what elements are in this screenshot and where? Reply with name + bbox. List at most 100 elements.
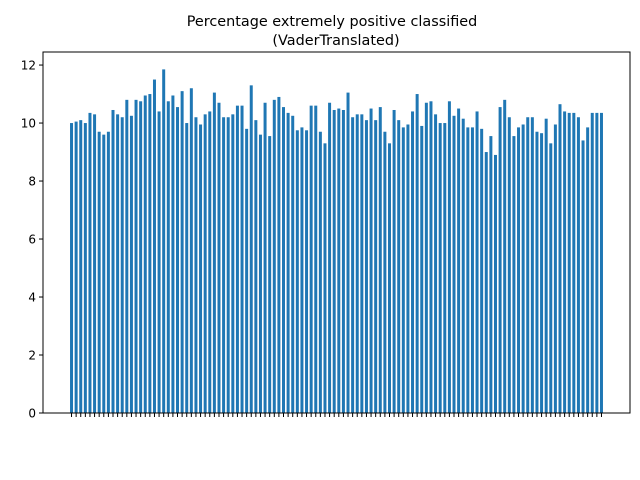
bar bbox=[401, 127, 405, 413]
bar bbox=[572, 112, 576, 413]
bar bbox=[222, 117, 226, 413]
bar bbox=[102, 134, 106, 413]
bar bbox=[507, 117, 511, 413]
bar bbox=[162, 69, 166, 414]
bar bbox=[586, 127, 590, 413]
chart-subtitle: (VaderTranslated) bbox=[272, 33, 399, 49]
bar bbox=[447, 101, 451, 413]
bar bbox=[558, 104, 562, 413]
bar bbox=[360, 114, 364, 413]
bar bbox=[148, 94, 152, 413]
bar bbox=[245, 128, 249, 413]
bar bbox=[346, 92, 350, 414]
bar bbox=[254, 120, 258, 413]
bar bbox=[374, 120, 378, 413]
bar bbox=[240, 105, 244, 413]
bar bbox=[415, 94, 419, 413]
bar bbox=[282, 107, 286, 413]
bar bbox=[309, 105, 313, 413]
bar bbox=[337, 108, 341, 413]
bar bbox=[378, 107, 382, 413]
bar bbox=[176, 107, 180, 413]
bar bbox=[498, 107, 502, 413]
bar bbox=[549, 143, 553, 414]
plot-frame bbox=[42, 51, 631, 414]
bar bbox=[199, 124, 203, 413]
bar bbox=[171, 95, 175, 414]
y-tick-label: 8 bbox=[28, 175, 36, 189]
bar bbox=[457, 108, 461, 413]
bar bbox=[387, 143, 391, 414]
bar bbox=[300, 127, 304, 413]
y-tick-label: 6 bbox=[28, 233, 36, 247]
bar bbox=[208, 111, 212, 413]
bar bbox=[480, 128, 484, 413]
bar bbox=[277, 96, 281, 413]
bar bbox=[424, 102, 428, 413]
bar bbox=[263, 102, 267, 413]
bar bbox=[295, 130, 299, 413]
bar bbox=[429, 101, 433, 413]
bar bbox=[567, 112, 571, 413]
bar bbox=[411, 111, 415, 413]
bar bbox=[143, 95, 147, 414]
bar bbox=[599, 112, 603, 413]
bar bbox=[258, 134, 262, 413]
bar bbox=[581, 140, 585, 413]
bar bbox=[512, 136, 516, 413]
y-tick-label: 4 bbox=[28, 291, 36, 305]
bar bbox=[489, 136, 493, 413]
bar bbox=[125, 99, 129, 413]
bar bbox=[286, 112, 290, 413]
bar bbox=[83, 123, 87, 413]
bar bbox=[231, 114, 235, 413]
bar bbox=[166, 101, 170, 413]
bar bbox=[544, 118, 548, 413]
bar bbox=[461, 118, 465, 413]
bar bbox=[212, 92, 216, 414]
bar bbox=[180, 91, 184, 413]
bar bbox=[484, 152, 488, 414]
bar bbox=[217, 102, 221, 413]
bar bbox=[595, 112, 599, 413]
bar bbox=[475, 111, 479, 413]
bar bbox=[249, 85, 253, 413]
bar bbox=[355, 114, 359, 413]
bar bbox=[420, 125, 424, 413]
bar bbox=[503, 99, 507, 413]
bar bbox=[120, 117, 124, 413]
bar bbox=[272, 99, 276, 413]
bar bbox=[576, 117, 580, 413]
bar bbox=[305, 130, 309, 413]
bar bbox=[291, 115, 295, 413]
bar bbox=[383, 131, 387, 413]
y-tick-label: 10 bbox=[21, 117, 36, 131]
bar bbox=[134, 99, 138, 413]
bar bbox=[70, 123, 74, 413]
bar bbox=[314, 105, 318, 413]
bar bbox=[116, 114, 120, 413]
bar bbox=[406, 124, 410, 413]
bar bbox=[563, 111, 567, 413]
y-tick-label: 12 bbox=[21, 59, 36, 73]
bar bbox=[535, 131, 539, 413]
bar bbox=[268, 136, 272, 413]
bar bbox=[74, 121, 78, 413]
bar bbox=[93, 114, 97, 413]
chart-title: Percentage extremely positive classified bbox=[187, 14, 478, 30]
bar bbox=[111, 109, 115, 413]
bar bbox=[553, 124, 557, 413]
bar bbox=[470, 127, 474, 413]
bar bbox=[351, 117, 355, 413]
bar bbox=[369, 108, 373, 413]
bar bbox=[526, 117, 530, 413]
bar bbox=[203, 114, 207, 413]
bar bbox=[129, 115, 133, 413]
bar bbox=[226, 117, 230, 413]
bar bbox=[97, 131, 101, 413]
bar bbox=[341, 109, 345, 413]
bar bbox=[434, 114, 438, 413]
bar bbox=[590, 112, 594, 413]
bar bbox=[139, 101, 143, 413]
